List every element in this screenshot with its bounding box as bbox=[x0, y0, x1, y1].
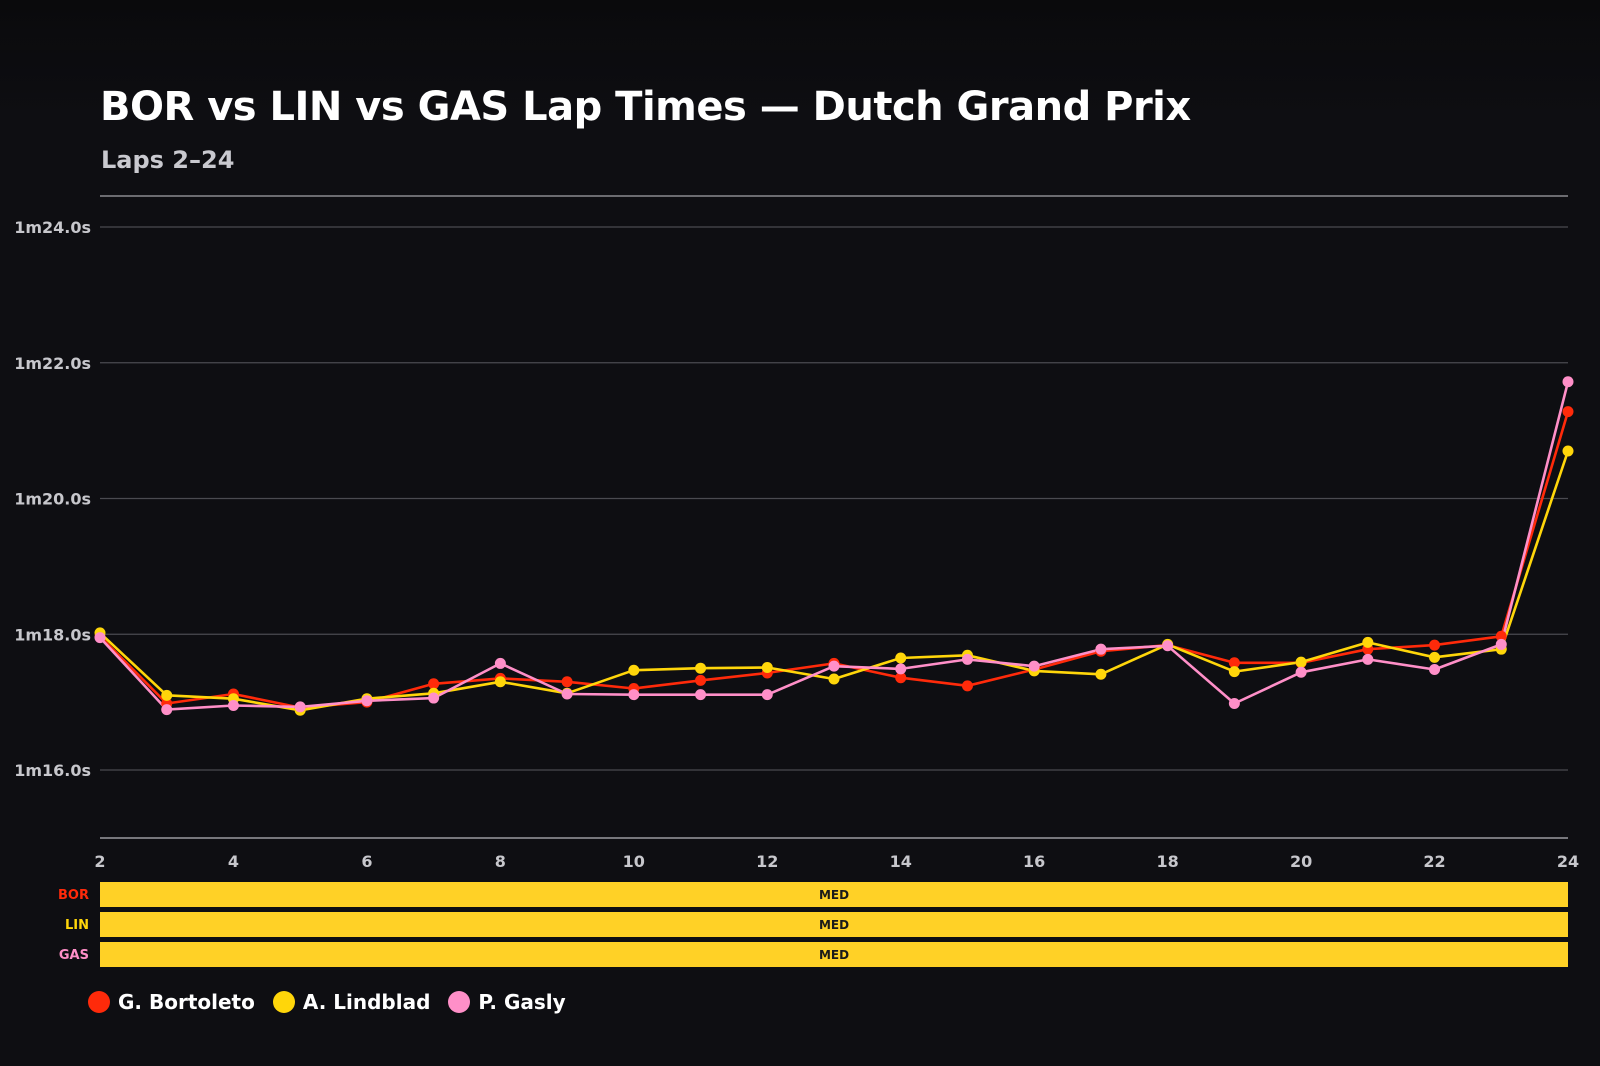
x-tick-label: 2 bbox=[94, 852, 105, 871]
data-point-lin bbox=[1362, 636, 1374, 648]
data-point-lin bbox=[161, 689, 173, 701]
data-point-lin bbox=[1562, 445, 1574, 457]
data-point-gas bbox=[1228, 697, 1240, 709]
y-tick-label: 1m16.0s bbox=[14, 761, 91, 780]
data-point-gas bbox=[361, 695, 373, 707]
data-point-gas bbox=[161, 704, 173, 716]
data-point-gas bbox=[761, 689, 773, 701]
tyre-stint-bar bbox=[100, 882, 1568, 907]
x-tick-label: 10 bbox=[623, 852, 645, 871]
legend-item-bortoleto[interactable]: G. Bortoleto bbox=[88, 990, 255, 1014]
data-point-gas bbox=[1095, 643, 1107, 655]
data-point-lin bbox=[1295, 656, 1307, 668]
data-point-bor bbox=[895, 672, 907, 684]
x-tick-label: 24 bbox=[1557, 852, 1579, 871]
legend-label: P. Gasly bbox=[478, 990, 566, 1014]
data-point-gas bbox=[494, 657, 506, 669]
data-point-lin bbox=[1228, 666, 1240, 678]
data-point-gas bbox=[1162, 640, 1174, 652]
x-tick-label: 8 bbox=[495, 852, 506, 871]
data-point-lin bbox=[895, 652, 907, 664]
data-point-bor bbox=[1562, 406, 1574, 418]
data-point-gas bbox=[294, 701, 306, 713]
tyre-strip-label: LIN bbox=[65, 918, 89, 933]
x-tick-label: 18 bbox=[1157, 852, 1179, 871]
data-point-lin bbox=[761, 662, 773, 674]
legend-swatch bbox=[272, 991, 295, 1013]
chart-title: BOR vs LIN vs GAS Lap Times — Dutch Gran… bbox=[100, 84, 1191, 130]
tyre-compound-label: MED bbox=[819, 948, 849, 962]
data-point-gas bbox=[1362, 653, 1374, 665]
y-tick-label: 1m22.0s bbox=[14, 354, 91, 373]
data-point-gas bbox=[895, 663, 907, 675]
data-point-bor bbox=[561, 676, 573, 688]
legend-item-lindblad[interactable]: A. Lindblad bbox=[272, 990, 431, 1014]
data-point-lin bbox=[1095, 668, 1107, 680]
x-tick-label: 20 bbox=[1290, 852, 1312, 871]
x-tick-label: 14 bbox=[890, 852, 912, 871]
tyre-stint-bar bbox=[100, 942, 1568, 967]
tyre-compound-label: MED bbox=[819, 918, 849, 932]
data-point-gas bbox=[94, 632, 106, 644]
data-point-bor bbox=[428, 678, 440, 690]
y-tick-label: 1m24.0s bbox=[14, 218, 91, 237]
chart-subtitle: Laps 2–24 bbox=[101, 146, 235, 174]
legend-label: A. Lindblad bbox=[302, 990, 431, 1014]
data-point-gas bbox=[561, 688, 573, 700]
data-point-gas bbox=[628, 689, 640, 701]
tyre-compound-label: MED bbox=[819, 888, 849, 902]
data-point-bor bbox=[1495, 630, 1507, 642]
data-point-gas bbox=[828, 660, 840, 672]
tyre-strip-label: GAS bbox=[59, 948, 89, 963]
data-point-bor bbox=[1429, 639, 1441, 651]
x-tick-label: 22 bbox=[1423, 852, 1445, 871]
data-point-gas bbox=[1028, 660, 1040, 672]
data-point-bor bbox=[695, 674, 707, 686]
data-point-gas bbox=[428, 692, 440, 704]
data-point-lin bbox=[628, 664, 640, 676]
legend-swatch bbox=[448, 991, 471, 1013]
x-tick-label: 16 bbox=[1023, 852, 1045, 871]
tyre-strip-label: BOR bbox=[58, 888, 89, 903]
y-tick-label: 1m20.0s bbox=[14, 490, 91, 509]
legend-item-gasly[interactable]: P. Gasly bbox=[448, 990, 566, 1014]
legend-label: G. Bortoleto bbox=[118, 990, 255, 1014]
y-tick-label: 1m18.0s bbox=[14, 625, 91, 644]
data-point-bor bbox=[961, 680, 973, 692]
data-point-gas bbox=[1429, 664, 1441, 676]
data-point-gas bbox=[1562, 376, 1574, 388]
data-point-lin bbox=[1429, 651, 1441, 663]
x-tick-label: 12 bbox=[756, 852, 778, 871]
legend-swatch bbox=[88, 991, 110, 1013]
data-point-gas bbox=[227, 700, 239, 712]
data-point-gas bbox=[961, 653, 973, 665]
tyre-stint-bar bbox=[100, 912, 1568, 937]
data-point-lin bbox=[695, 662, 707, 674]
data-point-gas bbox=[1495, 638, 1507, 650]
x-tick-label: 6 bbox=[361, 852, 372, 871]
data-point-lin bbox=[828, 673, 840, 685]
data-point-lin bbox=[494, 676, 506, 688]
x-tick-label: 4 bbox=[228, 852, 239, 871]
data-point-bor bbox=[1228, 657, 1240, 669]
legend: G. Bortoleto A. Lindblad P. Gasly bbox=[88, 990, 572, 1014]
data-point-gas bbox=[695, 689, 707, 701]
data-point-gas bbox=[1295, 666, 1307, 678]
